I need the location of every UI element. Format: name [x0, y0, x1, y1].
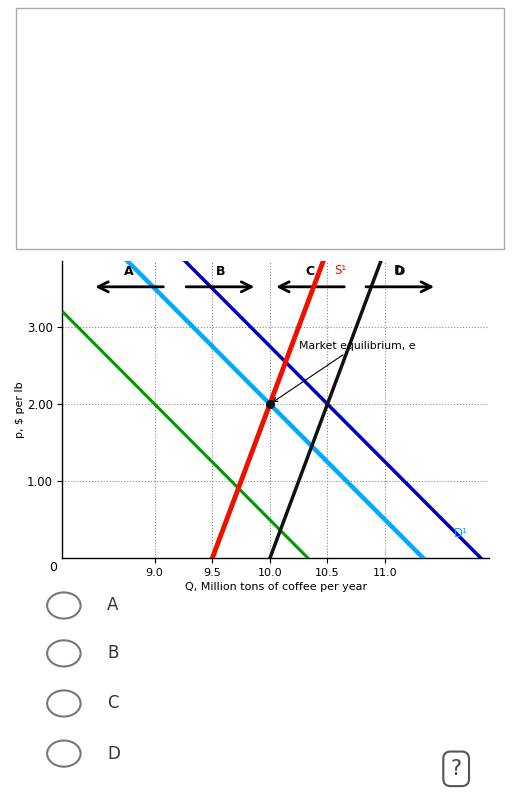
Text: D¹: D¹	[454, 527, 468, 540]
Text: 0: 0	[49, 562, 57, 574]
Text: C: C	[107, 695, 119, 713]
X-axis label: Q, Million tons of coffee per year: Q, Million tons of coffee per year	[185, 582, 367, 592]
Text: B: B	[215, 265, 225, 278]
Text: Refer to the exhibit below. Currently the market is in
equilibrium at a price le: Refer to the exhibit below. Currently th…	[35, 15, 409, 91]
Text: D: D	[107, 744, 120, 763]
Text: Assuming this is a normal good, if income of
households rises, which of the 4 sh: Assuming this is a normal good, if incom…	[35, 124, 399, 179]
Text: Market equilibrium, e: Market equilibrium, e	[273, 341, 415, 402]
Text: D: D	[394, 265, 404, 277]
Text: B: B	[107, 645, 118, 662]
Text: A: A	[124, 265, 134, 278]
Text: D: D	[395, 265, 405, 278]
Text: C: C	[306, 265, 315, 278]
Text: S¹: S¹	[334, 265, 347, 277]
Text: ?: ?	[451, 759, 462, 779]
Y-axis label: p, $ per lb: p, $ per lb	[15, 382, 25, 438]
Text: A: A	[107, 596, 118, 615]
